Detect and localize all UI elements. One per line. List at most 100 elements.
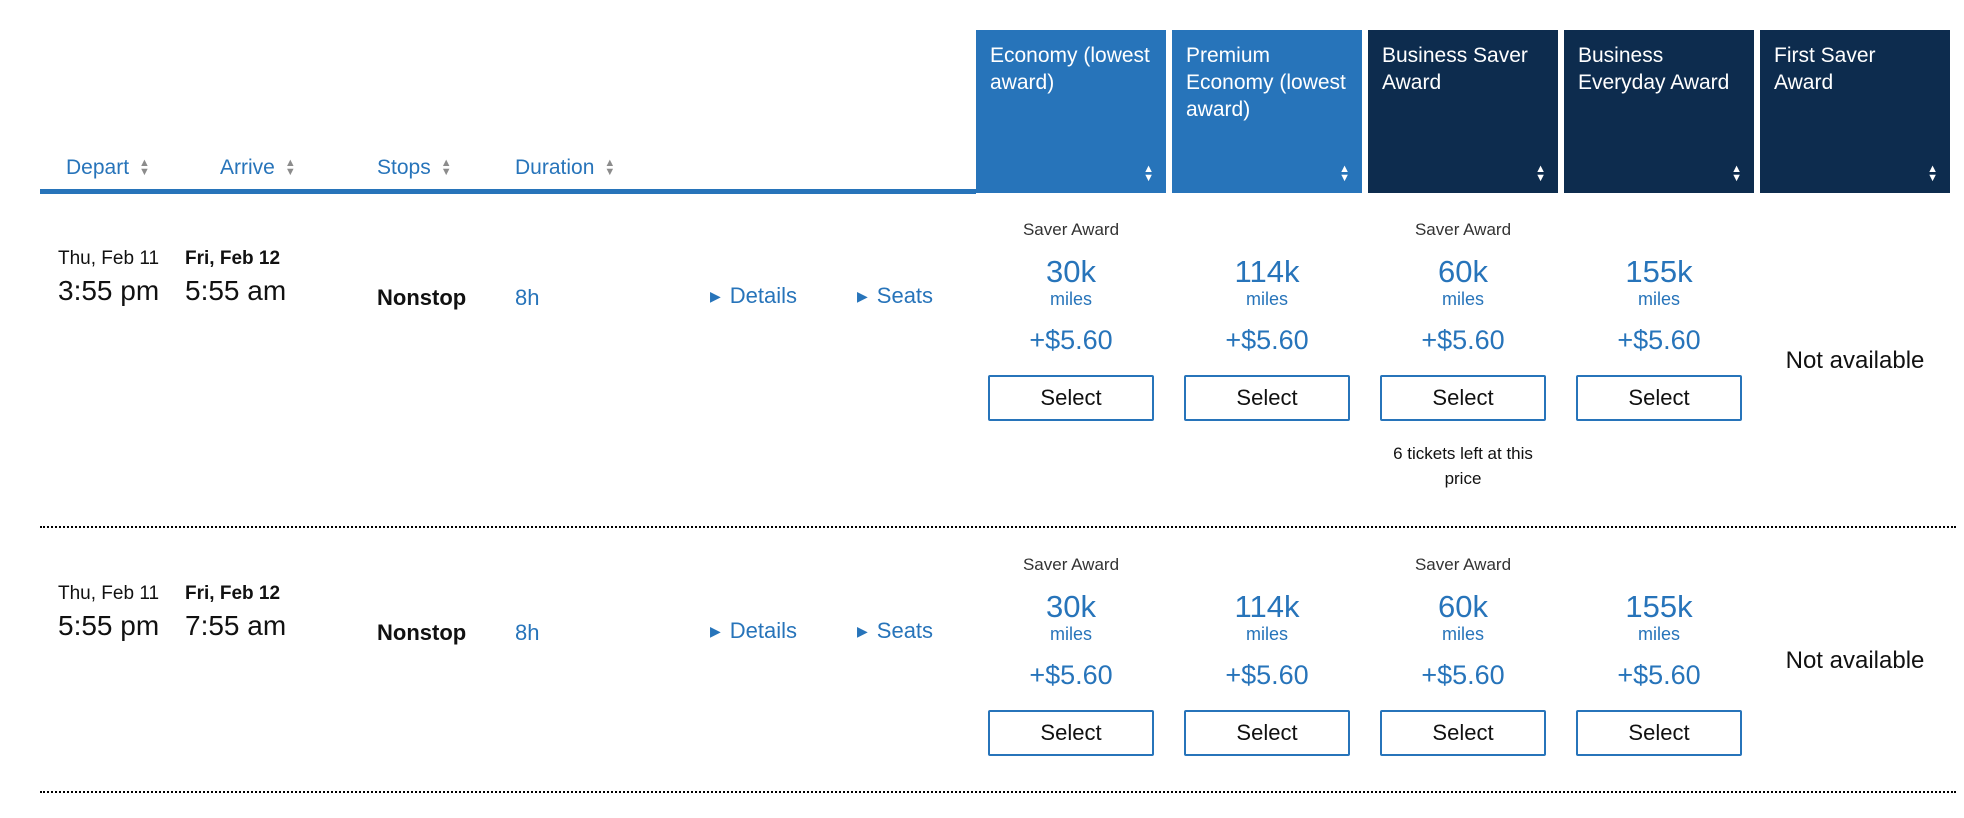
expand-triangle-icon: ▶ xyxy=(857,623,868,639)
miles-unit: miles xyxy=(1637,624,1680,644)
fare-cell-first-saver: Not available xyxy=(1760,528,1950,793)
depart-time: 5:55 pm xyxy=(58,610,160,641)
arrive-date: Fri, Feb 12 xyxy=(185,583,281,604)
fare-column-header-business-everyday[interactable]: Business Everyday Award ▲ ▼ xyxy=(1564,30,1754,193)
miles-value: 114k xyxy=(1234,589,1300,624)
details-link[interactable]: ▶ Details xyxy=(710,283,797,309)
expand-triangle-icon: ▶ xyxy=(710,288,721,304)
fare-column-header-premium-economy[interactable]: Premium Economy (lowest award) ▲ ▼ xyxy=(1172,30,1362,193)
seats-label: Seats xyxy=(876,283,934,308)
fare-class-headers: Economy (lowest award) ▲ ▼ Premium Econom… xyxy=(976,30,1950,193)
duration-value: 8h xyxy=(515,285,540,310)
column-header-arrive[interactable]: Arrive ▲ ▼ xyxy=(220,156,296,180)
fare-cell-business-everyday: 155k miles +$5.60 Select xyxy=(1564,528,1754,793)
select-button[interactable]: Select xyxy=(1576,710,1742,756)
select-button[interactable]: Select xyxy=(1380,710,1546,756)
column-header-depart[interactable]: Depart ▲ ▼ xyxy=(66,156,150,180)
details-link[interactable]: ▶ Details xyxy=(710,618,797,644)
depart-cell: Thu, Feb 11 3:55 pm xyxy=(58,248,159,307)
depart-time: 3:55 pm xyxy=(58,275,160,306)
column-header-label: Depart xyxy=(66,156,130,179)
expand-triangle-icon: ▶ xyxy=(857,288,868,304)
sort-icon[interactable]: ▲ ▼ xyxy=(604,157,616,178)
fare-column-header-first-saver[interactable]: First Saver Award ▲ ▼ xyxy=(1760,30,1950,193)
sort-icon[interactable]: ▲ ▼ xyxy=(1731,163,1742,184)
header-underline xyxy=(40,189,976,194)
fare-column-label: Business Everyday Award xyxy=(1578,44,1730,94)
sort-icon[interactable]: ▲ ▼ xyxy=(139,157,150,178)
depart-date: Thu, Feb 11 xyxy=(58,248,160,269)
fare-column-label: Economy (lowest award) xyxy=(990,44,1150,94)
select-button[interactable]: Select xyxy=(988,710,1154,756)
select-button[interactable]: Select xyxy=(1576,375,1742,421)
sort-icon[interactable]: ▲ ▼ xyxy=(1927,163,1938,184)
details-label: Details xyxy=(729,283,798,308)
sort-icon[interactable]: ▲ ▼ xyxy=(440,157,452,178)
miles-unit: miles xyxy=(1049,624,1092,644)
fare-column-header-economy[interactable]: Economy (lowest award) ▲ ▼ xyxy=(976,30,1166,193)
miles-unit: miles xyxy=(1049,289,1092,309)
row-separator xyxy=(40,791,1956,793)
fare-cell-economy: Saver Award 30k miles +$5.60 Select xyxy=(976,193,1166,528)
miles-value: 30k xyxy=(1046,589,1096,624)
expand-triangle-icon: ▶ xyxy=(710,623,721,639)
stops-value: Nonstop xyxy=(377,285,467,310)
not-available-label: Not available xyxy=(1785,346,1925,374)
flight-row: Thu, Feb 11 5:55 pm Fri, Feb 12 7:55 am … xyxy=(0,528,1964,793)
depart-cell: Thu, Feb 11 5:55 pm xyxy=(58,583,159,642)
not-available-label: Not available xyxy=(1785,646,1925,674)
select-button[interactable]: Select xyxy=(1184,710,1350,756)
seats-link[interactable]: ▶ Seats xyxy=(857,618,933,644)
arrive-cell: Fri, Feb 12 7:55 am xyxy=(185,583,286,642)
taxes-fees: +$5.60 xyxy=(1029,660,1113,690)
arrive-time: 5:55 am xyxy=(185,275,287,306)
miles-value: 60k xyxy=(1438,589,1488,624)
taxes-fees: +$5.60 xyxy=(1617,325,1701,355)
miles-unit: miles xyxy=(1441,624,1484,644)
miles-unit: miles xyxy=(1245,624,1288,644)
taxes-fees: +$5.60 xyxy=(1421,660,1505,690)
arrive-cell: Fri, Feb 12 5:55 am xyxy=(185,248,286,307)
fare-column-label: Business Saver Award xyxy=(1382,44,1528,94)
fare-column-header-business-saver[interactable]: Business Saver Award ▲ ▼ xyxy=(1368,30,1558,193)
fare-column-label: First Saver Award xyxy=(1774,44,1876,94)
fare-cell-premium-economy: 114k miles +$5.60 Select xyxy=(1172,528,1362,793)
seats-label: Seats xyxy=(876,618,934,643)
arrive-date: Fri, Feb 12 xyxy=(185,248,281,269)
miles-value: 30k xyxy=(1046,254,1096,289)
taxes-fees: +$5.60 xyxy=(1225,325,1309,355)
taxes-fees: +$5.60 xyxy=(1421,325,1505,355)
taxes-fees: +$5.60 xyxy=(1029,325,1113,355)
award-type-label: Saver Award xyxy=(1414,555,1512,574)
fare-cells: Saver Award 30k miles +$5.60 Select 114k… xyxy=(976,528,1950,793)
column-header-duration[interactable]: Duration ▲ ▼ xyxy=(515,156,615,180)
miles-value: 60k xyxy=(1438,254,1488,289)
sort-icon[interactable]: ▲ ▼ xyxy=(284,157,296,178)
depart-date: Thu, Feb 11 xyxy=(58,583,160,604)
fare-column-label: Premium Economy (lowest award) xyxy=(1186,44,1346,121)
column-header-stops[interactable]: Stops ▲ ▼ xyxy=(377,156,452,180)
select-button[interactable]: Select xyxy=(1184,375,1350,421)
details-label: Details xyxy=(729,618,798,643)
sort-icon[interactable]: ▲ ▼ xyxy=(1339,163,1350,184)
arrive-time: 7:55 am xyxy=(185,610,287,641)
row-separator xyxy=(40,526,1956,528)
sort-icon[interactable]: ▲ ▼ xyxy=(1143,163,1154,184)
column-header-label: Arrive xyxy=(220,156,275,179)
miles-value: 155k xyxy=(1625,254,1693,289)
column-header-label: Stops xyxy=(377,156,431,179)
duration-value: 8h xyxy=(515,620,540,645)
fare-cell-economy: Saver Award 30k miles +$5.60 Select xyxy=(976,528,1166,793)
fare-cells: Saver Award 30k miles +$5.60 Select 114k… xyxy=(976,193,1950,528)
sort-icon[interactable]: ▲ ▼ xyxy=(1535,163,1546,184)
seats-link[interactable]: ▶ Seats xyxy=(857,283,933,309)
select-button[interactable]: Select xyxy=(1380,375,1546,421)
fare-cell-business-everyday: 155k miles +$5.60 Select xyxy=(1564,193,1754,528)
taxes-fees: +$5.60 xyxy=(1225,660,1309,690)
stops-value: Nonstop xyxy=(377,620,467,645)
miles-unit: miles xyxy=(1441,289,1484,309)
miles-value: 155k xyxy=(1625,589,1693,624)
select-button[interactable]: Select xyxy=(988,375,1154,421)
fare-cell-premium-economy: 114k miles +$5.60 Select xyxy=(1172,193,1362,528)
